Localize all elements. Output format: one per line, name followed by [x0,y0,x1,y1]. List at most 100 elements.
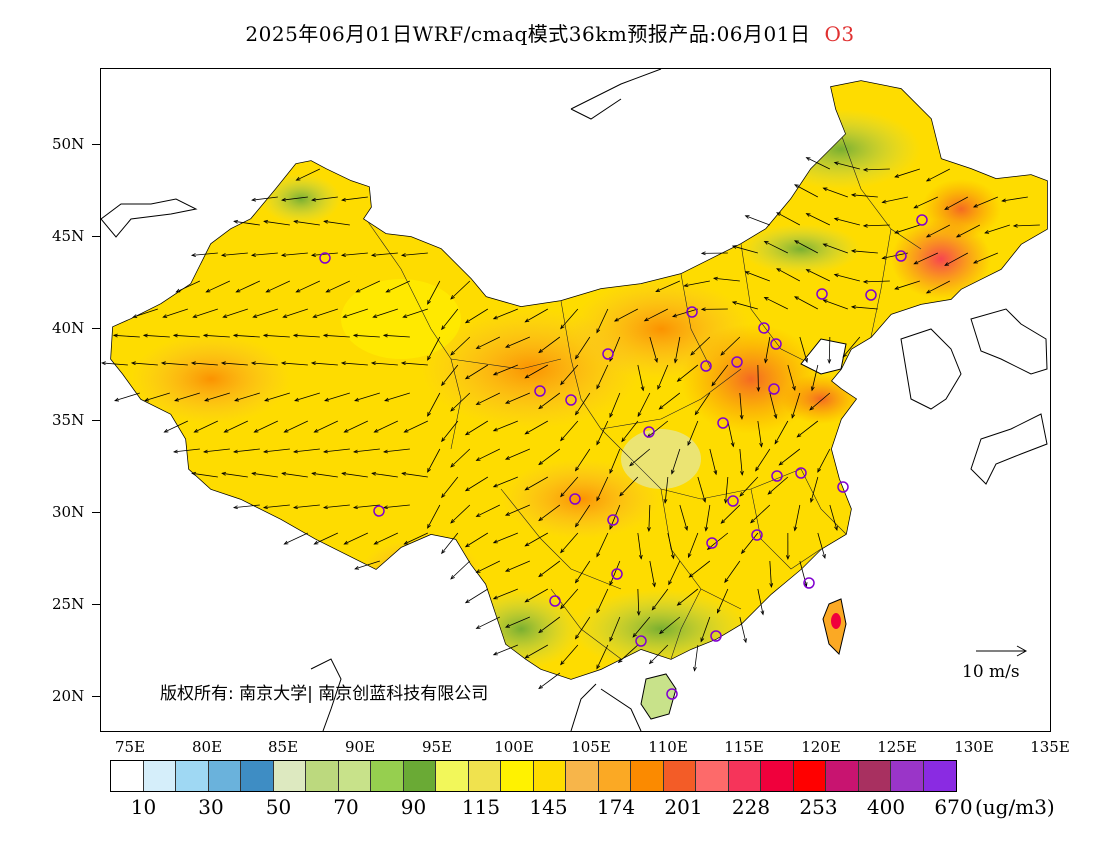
wind-vector [203,334,230,338]
city-station-marker [565,394,577,406]
wind-vector [596,308,609,333]
wind-vector-head [704,526,709,532]
wind-vector [609,392,621,418]
wind-vector [609,616,621,642]
wind-vector-head [341,471,347,476]
wind-vector-head [232,333,238,338]
wind-vector [806,269,831,282]
wind-vector [956,224,981,238]
wind-vector-head [295,176,301,181]
wind-vector-head [441,493,446,499]
city-station-marker [768,383,780,395]
wind-vector [441,476,459,498]
wind-vector-head [114,397,120,402]
wind-vector-head [700,251,706,256]
wind-vector [817,532,826,559]
wind-vector-head [720,519,726,524]
wind-vector [253,308,278,318]
wind-vector [776,212,801,226]
wind-vector-head [492,651,498,656]
wind-vector-head [740,470,744,476]
wind-vector-head [763,240,769,245]
wind-vector [811,364,819,391]
wind-vector-head [972,203,978,208]
legend-label: 201 [664,795,703,819]
color-legend [110,760,957,792]
wind-vector [441,420,459,442]
wind-vector-head [643,317,649,322]
wind-vector-head [311,471,317,476]
city-station-marker [635,635,647,647]
wind-vector [282,472,308,478]
wind-vector [525,644,549,659]
wind-vector [223,308,248,318]
wind-vector [671,448,681,474]
wind-vector-head [700,637,705,643]
wind-vector-head [232,505,238,510]
wind-vector-head [441,325,446,331]
wind-vector [131,362,158,366]
wind-vector-head [739,492,744,497]
legend-swatch [923,761,956,791]
wind-vector-head [340,253,346,257]
wind-vector [221,362,248,366]
wind-vector [254,420,279,433]
wind-vector-head [794,184,799,189]
wind-vector-head [810,498,814,504]
wind-vector [794,296,819,310]
legend-swatch [176,761,209,791]
wind-vector [234,392,260,402]
legend-swatch [663,761,696,791]
wind-vector [505,392,531,404]
wind-vector-head [322,449,328,454]
wind-vector-head [342,314,348,318]
wind-vector-head [163,428,169,433]
wind-vector-head [925,177,931,182]
wind-vector [851,306,878,310]
wind-vector-head [834,525,838,532]
wind-vector-head [809,406,814,411]
wind-vector-head [810,386,815,392]
wind-vector [173,448,200,453]
wind-vector-head [776,268,781,273]
wind-vector [450,448,471,468]
wind-vector-head [655,288,661,292]
wind-vector [882,196,908,203]
wind-vector [637,364,644,391]
wind-vector-head [172,333,178,338]
wind-vector-head [764,358,768,364]
wind-vector-head [538,684,543,690]
legend-swatch [598,761,631,791]
lat-label-50n: 50N [52,135,85,153]
wind-vector [809,392,831,411]
wind-vector [251,362,278,366]
wind-vector-head [441,437,446,443]
map-title: 2025年06月01日WRF/cmaq模式36km预报产品:06月01日 O3 [0,18,1100,47]
wind-vector-head [560,548,565,554]
wind-vector [266,280,291,293]
legend-label: 174 [596,795,636,819]
wind-vector-head [400,361,406,366]
wind-vector [644,308,669,322]
wind-vector [525,308,549,323]
wind-vector [373,308,398,318]
wind-vector [493,364,519,376]
wind-vector [711,364,729,386]
wind-vector [575,616,591,639]
wind-vector-head [637,412,642,418]
wind-vector-head [251,197,257,202]
wind-vector-head [792,386,796,392]
wind-vector-head [755,466,760,472]
wind-vector-head [310,361,316,366]
wind-vector-head [673,358,678,364]
wind-vector-head [560,604,565,610]
wind-vector [707,532,729,550]
wind-vector-head [700,307,706,312]
wind-vector [294,220,320,226]
lon-label-75e: 75E [114,738,146,756]
wind-vector [493,588,519,600]
lon-label-120e: 120E [801,738,841,756]
wind-vector-head [427,467,431,473]
wind-vector-head [262,449,268,454]
wind-vector-head [632,632,637,638]
